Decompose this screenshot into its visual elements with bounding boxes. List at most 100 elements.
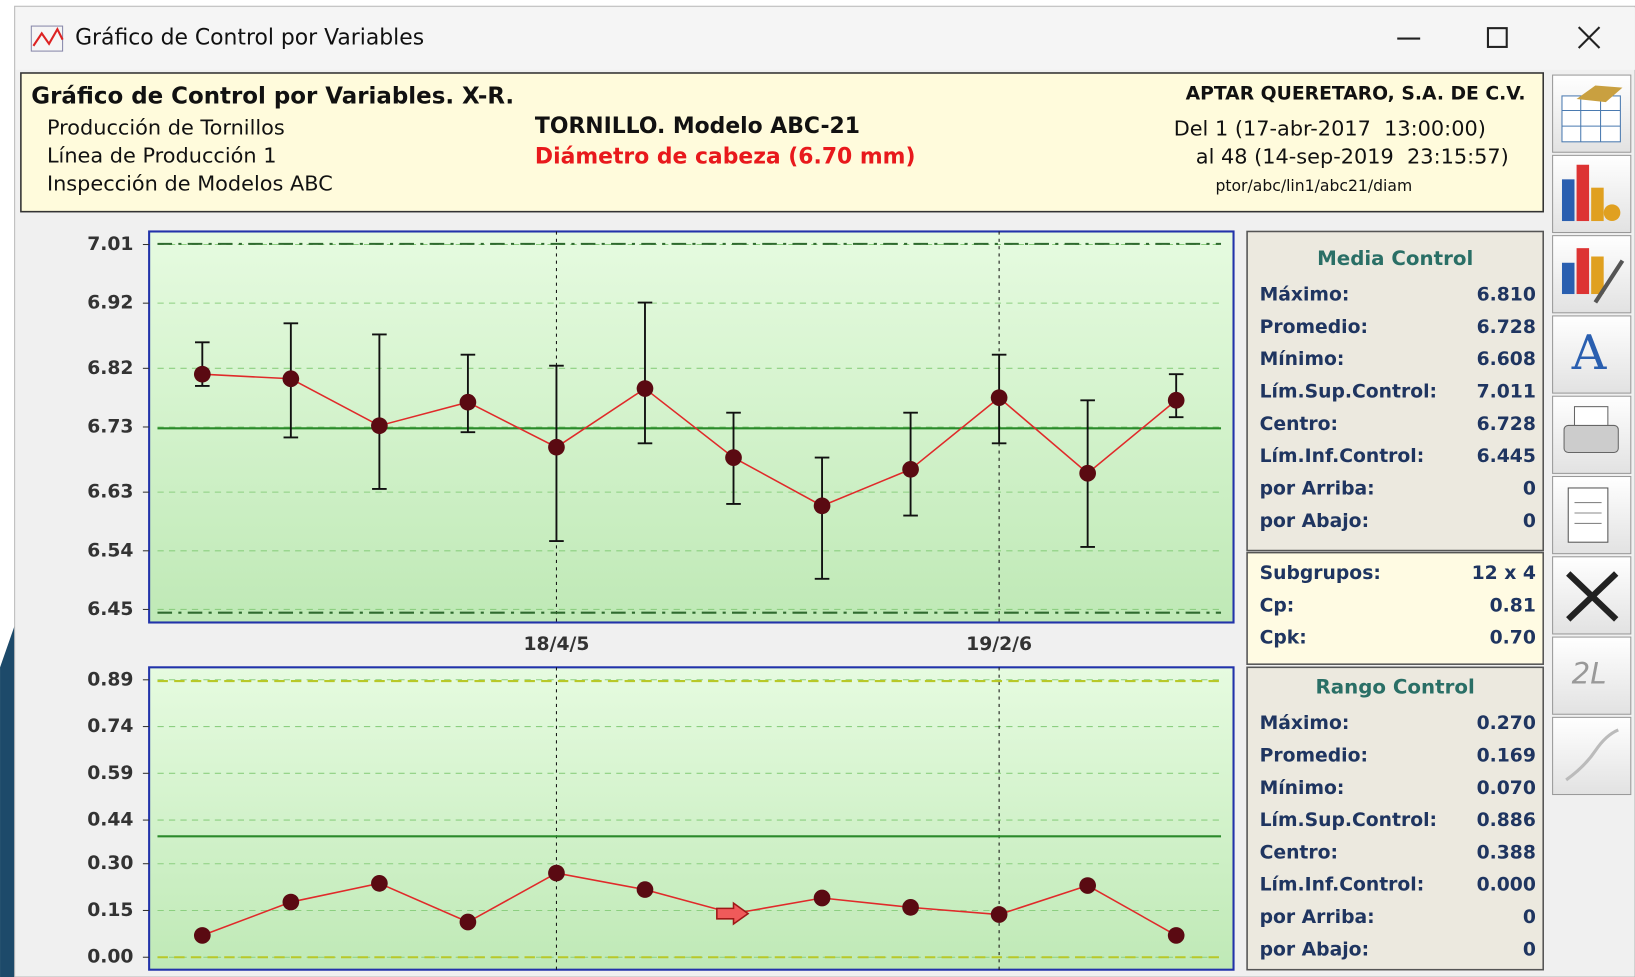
stat-label: Cp: [1260,595,1295,616]
maximize-button[interactable] [1486,27,1508,48]
y-tick-label: 6.45 [87,599,133,620]
stat-label: Cpk: [1260,628,1307,649]
y-tick-label: 0.74 [87,716,133,737]
stat-label: por Abajo: [1260,511,1369,532]
stat-label: Lím.Inf.Control: [1260,446,1425,467]
stats-panel [1246,666,1544,971]
data-path: ptor/abc/lin1/abc21/diam [1215,176,1412,195]
data-point [1079,464,1096,482]
date-to: al 48 (14-sep-2019 23:15:57) [1196,144,1509,168]
stat-value: 0.81 [1490,595,1536,616]
stat-label: Centro: [1260,414,1338,435]
stat-label: por Arriba: [1260,479,1375,500]
y-tick-label: 6.54 [87,540,133,561]
print-button[interactable] [1552,395,1632,474]
stat-label: Promedio: [1260,745,1368,766]
stat-label: Lím.Sup.Control: [1260,810,1437,831]
stat-value: 0.270 [1477,713,1536,734]
stat-value: 6.728 [1477,317,1536,338]
button-label: 2L [1572,657,1607,691]
data-point [1079,877,1096,894]
window-title: Gráfico de Control por Variables [75,26,424,51]
data-point [725,449,742,466]
stat-label: Promedio: [1260,317,1368,338]
data-point [636,380,654,397]
variable: Diámetro de cabeza (6.70 mm) [535,144,916,169]
y-tick-label: 0.15 [87,900,133,921]
copy-button[interactable] [1552,475,1632,555]
x-tick-label: 18/4/5 [524,634,590,655]
y-tick-label: 7.01 [87,234,133,255]
data-point [902,899,919,916]
data-point [813,889,831,907]
header-line: Inspección de Modelos ABC [47,172,333,196]
series-line [202,373,1177,507]
data-point [1167,391,1185,409]
stat-label: Mínimo: [1260,778,1345,799]
error-bar [637,301,653,445]
disabled-button[interactable] [1552,716,1632,796]
company: APTAR QUERETARO, S.A. DE C.V. [1186,83,1526,104]
stat-label: Lím.Inf.Control: [1260,875,1425,896]
header-line: Producción de Tornillos [47,115,285,139]
app-icon [30,25,64,52]
data-point [548,864,565,882]
backdrop [0,625,15,977]
stat-value: 7.011 [1477,382,1536,403]
y-tick-label: 6.73 [87,416,133,437]
stat-value: 0 [1523,511,1536,532]
stat-value: 0 [1523,907,1536,928]
header-box [20,72,1544,213]
y-tick-label: 0.89 [87,669,133,690]
stat-value: 0 [1523,479,1536,500]
stat-value: 6.608 [1477,349,1536,370]
date-from: Del 1 (17-abr-2017 13:00:00) [1174,116,1486,140]
title-bar [15,7,1635,70]
stat-label: Máximo: [1260,713,1350,734]
colors-button[interactable] [1552,235,1632,314]
data-point [990,906,1008,923]
data-point [902,460,919,478]
stat-value: 12 x 4 [1472,563,1536,584]
two-limits-button[interactable]: 2L [1552,636,1632,715]
data-point [193,365,211,383]
stat-label: por Arriba: [1260,907,1375,928]
stat-label: Mínimo: [1260,349,1345,370]
current-pointer [716,901,750,926]
error-bar [460,353,476,434]
close-button[interactable] [1577,26,1601,49]
stat-label: Lím.Sup.Control: [1260,382,1437,403]
data-point [459,393,477,411]
stat-value: 6.445 [1477,446,1536,467]
data-point [371,875,388,892]
toolbar: A 2L [1552,74,1632,796]
chart-settings-button[interactable] [1552,154,1632,234]
data-point [193,927,211,944]
plot-area [148,666,1235,971]
stats-panel [1246,230,1544,552]
data-point [1167,927,1185,944]
stat-label: Centro: [1260,842,1338,863]
stat-value: 0.169 [1477,745,1536,766]
data-point [636,881,654,898]
font-button[interactable]: A [1552,315,1632,394]
close-chart-button[interactable] [1552,556,1632,635]
product: TORNILLO. Modelo ABC-21 [535,114,860,139]
y-tick-label: 0.30 [87,853,133,874]
stat-value: 6.810 [1477,285,1536,306]
stat-value: 6.728 [1477,414,1536,435]
x-tick-label: 19/2/6 [966,634,1032,655]
error-bar [372,333,387,490]
table-button[interactable] [1552,74,1632,153]
y-tick-label: 0.44 [87,810,133,831]
y-tick-label: 0.59 [87,763,133,784]
y-tick-label: 6.63 [87,482,133,503]
stat-label: Máximo: [1260,285,1350,306]
data-point [990,389,1008,406]
svg-text:A: A [1571,325,1608,381]
stat-value: 0 [1523,939,1536,960]
y-tick-label: 6.92 [87,293,133,314]
error-bar [814,456,830,580]
